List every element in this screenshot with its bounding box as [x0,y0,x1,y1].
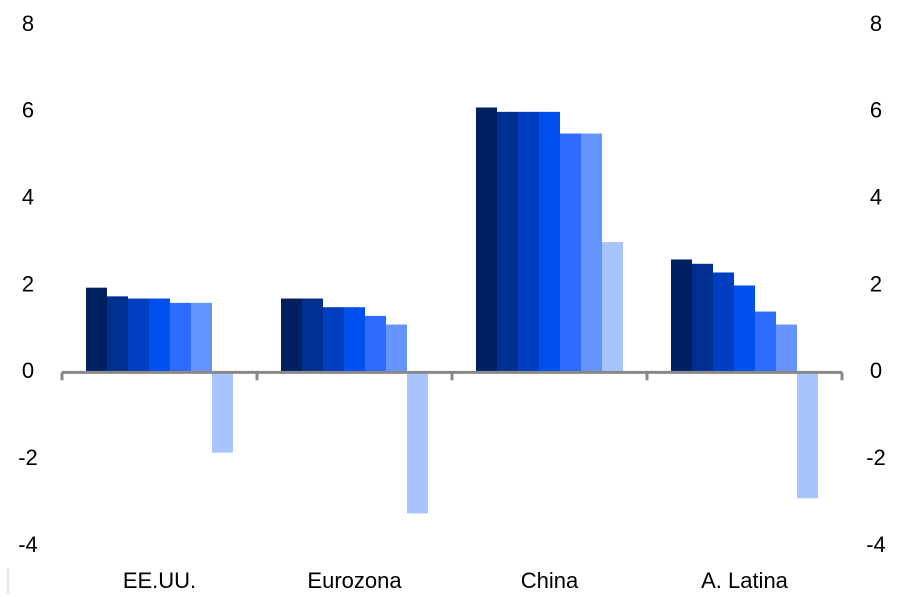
bar [344,307,365,373]
bar [497,111,518,373]
bar [734,285,755,373]
bar [170,302,191,373]
y2-tick-label: 0 [870,358,882,383]
y2-tick-label: 6 [870,98,882,123]
y2-tick-label: 4 [870,184,882,209]
bar [692,263,713,373]
y-tick-label: 0 [22,358,34,383]
y2-tick-label: 8 [870,11,882,36]
bar [281,298,302,373]
bar [386,324,407,373]
bar [212,372,233,453]
bar [476,107,497,373]
x-tick-label: Eurozona [307,568,402,593]
bar [191,302,212,373]
y-tick-label: 8 [22,11,34,36]
bar [107,296,128,373]
bar [581,133,602,373]
bar [518,111,539,373]
bar [602,242,623,373]
x-tick-label: A. Latina [701,568,789,593]
bar [755,311,776,373]
y-tick-label: 4 [22,184,34,209]
bar [128,298,149,373]
x-tick-label: EE.UU. [123,568,196,593]
y2-tick-label: -4 [866,532,886,557]
y-tick-label: 2 [22,271,34,296]
bar [713,272,734,373]
y-tick-label: 6 [22,98,34,123]
bar [671,259,692,373]
bar [323,307,344,373]
y-tick-label: -4 [18,532,38,557]
bar [560,133,581,373]
bar [149,298,170,373]
bar [302,298,323,373]
bar [797,372,818,499]
bar [539,111,560,373]
bar [776,324,797,373]
y2-tick-label: -2 [866,445,886,470]
y2-tick-label: 2 [870,271,882,296]
x-tick-label: China [521,568,579,593]
bar [365,315,386,373]
y-tick-label: -2 [18,445,38,470]
bar [407,372,428,514]
bar [86,287,107,373]
